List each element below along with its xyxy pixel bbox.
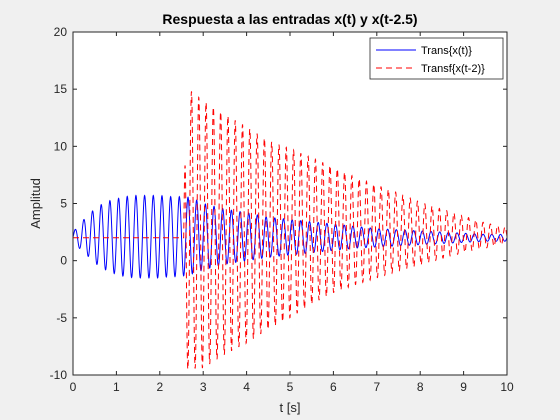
y-tick-label: 5 (60, 197, 67, 211)
x-tick-label: 4 (243, 380, 250, 394)
x-tick-label: 5 (287, 380, 294, 394)
plot-area (73, 32, 507, 375)
x-tick-label: 2 (156, 380, 163, 394)
legend-label-trans: Trans{x(t)} (421, 45, 472, 57)
chart-title: Respuesta a las entradas x(t) y x(t-2.5) (162, 11, 417, 27)
y-tick-label: 20 (54, 25, 68, 39)
x-tick-label: 9 (460, 380, 467, 394)
y-tick-label: 10 (54, 139, 68, 153)
x-tick-label: 1 (113, 380, 120, 394)
x-tick-label: 6 (330, 380, 337, 394)
y-tick-label: 15 (54, 82, 68, 96)
x-tick-label: 0 (70, 380, 77, 394)
series-transf (73, 91, 508, 370)
x-tick-label: 8 (417, 380, 424, 394)
y-tick-label: -10 (50, 368, 68, 382)
legend: Trans{x(t)} Transf{x(t-2)} (369, 37, 504, 80)
series-layer (72, 91, 508, 370)
y-axis-label: Amplitud (28, 178, 43, 229)
x-tick-label: 10 (500, 380, 514, 394)
tick-layer: 0 1 2 3 4 5 6 7 8 9 10 -10 -5 0 5 10 15 20 (50, 25, 514, 394)
y-tick-label: -5 (56, 311, 67, 325)
x-tick-label: 7 (373, 380, 380, 394)
legend-label-transf: Transf{x(t-2)} (421, 63, 485, 75)
y-tick-label: 0 (60, 254, 67, 268)
legend-box (369, 37, 504, 80)
x-tick-label: 3 (200, 380, 207, 394)
x-axis-label: t [s] (280, 400, 301, 415)
